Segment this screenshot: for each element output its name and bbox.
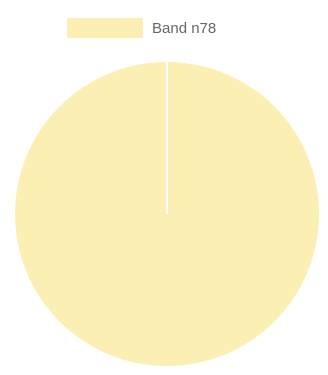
legend-swatch	[67, 18, 143, 38]
legend-label: Band n78	[152, 20, 216, 37]
